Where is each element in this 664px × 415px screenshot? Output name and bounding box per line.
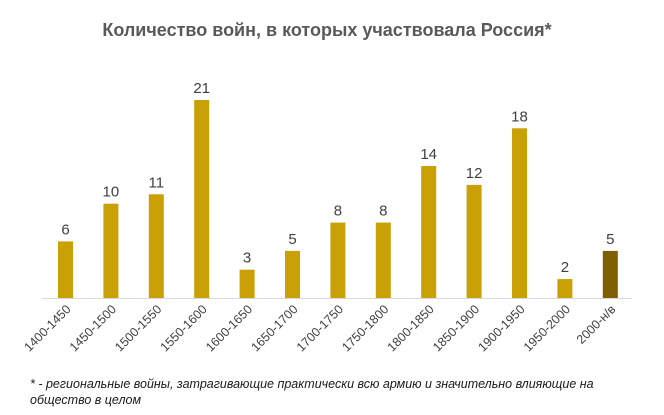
value-label-1650-1700: 5 bbox=[288, 231, 296, 248]
value-label-1600-1650: 3 bbox=[243, 250, 251, 267]
x-tick-label-1500-1550: 1500-1550 bbox=[112, 302, 164, 354]
bar-1450-1500 bbox=[103, 203, 119, 298]
bar-2000-н/в bbox=[602, 250, 618, 298]
x-tick-label-1400-1450: 1400-1450 bbox=[21, 302, 73, 354]
value-label-1850-1900: 12 bbox=[466, 165, 483, 182]
bar-1950-2000 bbox=[557, 279, 573, 298]
x-tick-label-1850-1900: 1850-1900 bbox=[430, 302, 482, 354]
value-label-1700-1750: 8 bbox=[334, 203, 342, 220]
value-label-1400-1450: 6 bbox=[61, 221, 69, 238]
bar-1650-1700 bbox=[285, 250, 300, 298]
x-tick-label-2000-н/в: 2000-н/в bbox=[574, 302, 619, 347]
x-tick-label-1600-1650: 1600-1650 bbox=[203, 302, 255, 354]
x-tick-label-1550-1600: 1550-1600 bbox=[158, 302, 210, 354]
chart-title: Количество войн, в которых участвовала Р… bbox=[102, 20, 551, 40]
x-tick-label-1700-1750: 1700-1750 bbox=[294, 302, 346, 354]
value-label-1500-1550: 11 bbox=[149, 174, 165, 191]
bar-1600-1650 bbox=[239, 269, 255, 298]
value-label-1550-1600: 21 bbox=[193, 80, 210, 97]
x-tick-labels: 1400-14501450-15001500-15501550-16001600… bbox=[21, 302, 618, 354]
x-tick-label-1450-1500: 1450-1500 bbox=[67, 302, 119, 354]
bar-1750-1800 bbox=[375, 222, 391, 298]
footnote: * - региональные войны, затрагивающие пр… bbox=[30, 377, 594, 407]
value-label-1750-1800: 8 bbox=[379, 203, 387, 220]
value-label-1900-1950: 18 bbox=[511, 108, 528, 125]
bar-1900-1950 bbox=[512, 128, 527, 298]
bar-1550-1600 bbox=[194, 100, 210, 298]
x-tick-label-1750-1800: 1750-1800 bbox=[339, 302, 391, 354]
value-label-1800-1850: 14 bbox=[420, 146, 437, 163]
bar-1400-1450 bbox=[58, 241, 73, 298]
value-labels: 6 10 11 21 3 5 8 8 14 12 18 2 5 bbox=[61, 80, 614, 276]
bars bbox=[58, 100, 618, 298]
value-label-1450-1500: 10 bbox=[103, 184, 120, 201]
value-label-2000-н/в: 5 bbox=[606, 231, 614, 248]
x-tick-label-1650-1700: 1650-1700 bbox=[248, 302, 300, 354]
value-label-1950-2000: 2 bbox=[561, 259, 569, 276]
bar-1800-1850 bbox=[421, 166, 437, 298]
x-tick-label-1950-2000: 1950-2000 bbox=[521, 302, 573, 354]
x-tick-label-1800-1850: 1800-1850 bbox=[385, 302, 437, 354]
bar-1850-1900 bbox=[466, 184, 482, 298]
bar-1500-1550 bbox=[148, 194, 164, 298]
x-tick-label-1900-1950: 1900-1950 bbox=[475, 302, 527, 354]
bar-1700-1750 bbox=[330, 222, 346, 298]
